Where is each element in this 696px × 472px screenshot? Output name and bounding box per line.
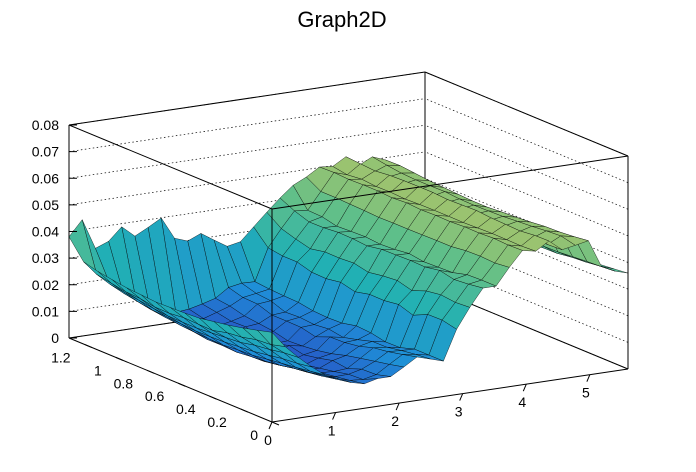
x-tick-mark-3 (459, 393, 464, 401)
z-tick-label-7: 0.07 (32, 144, 59, 160)
z-tick-label-1: 0.01 (32, 303, 59, 319)
y-tick-label-5: 1 (94, 362, 102, 378)
x-tick-mark-4 (522, 383, 527, 392)
grid-line-side-z-2 (424, 231, 629, 317)
y-tick-label-4: 0.8 (114, 375, 134, 391)
surface-plot (68, 156, 629, 385)
x-tick-label-0: 0 (264, 432, 272, 448)
z-tick-label-2: 0.02 (32, 277, 59, 293)
x-tick-label-5: 5 (582, 385, 590, 401)
y-tick-mark-0 (271, 421, 280, 426)
z-tick-label-3: 0.03 (32, 250, 59, 266)
y-tick-label-6: 1.2 (51, 350, 71, 366)
y-tick-mark-5 (115, 356, 124, 361)
y-tick-label-0: 0 (250, 427, 258, 443)
y-tick-mark-2 (209, 395, 217, 400)
z-tick-label-6: 0.06 (32, 170, 59, 186)
z-tick-label-5: 0.05 (32, 197, 59, 213)
x-tick-mark-5 (586, 374, 591, 382)
grid-line-side-z-5 (424, 151, 629, 237)
axis-line-y (68, 337, 273, 423)
box-edge-right-top (424, 71, 629, 157)
axis-box-front (68, 124, 629, 423)
axis-line-x (271, 368, 629, 423)
z-tick-label-8: 0.08 (32, 117, 59, 133)
z-tick-label-0: 0 (51, 330, 59, 346)
y-tick-mark-1 (240, 408, 248, 413)
box-edge-back-top (68, 71, 426, 126)
grid-line-side-z-6 (424, 124, 629, 210)
axis-ticks: 0 1 2 3 4 5 0 0.2 0.4 0.6 0.8 1 1.2 0 0.01 0.02 0.03 0.04… (32, 117, 591, 448)
y-tick-label-3: 0.6 (145, 388, 165, 404)
chart-title: Graph2D (297, 7, 386, 32)
x-tick-mark-0 (268, 421, 273, 430)
grid-line-side-z-4 (424, 178, 629, 263)
grid-line-side-z-1 (424, 258, 629, 343)
y-tick-mark-4 (146, 369, 155, 374)
z-tick-label-4: 0.04 (32, 224, 59, 240)
x-tick-label-1: 1 (328, 423, 336, 439)
surface-facet-377 (256, 329, 286, 347)
box-edge-front-top-left (68, 124, 273, 210)
y-tick-mark-6 (84, 344, 92, 348)
x-tick-mark-1 (332, 412, 337, 420)
surface-facet-351 (600, 265, 629, 274)
grid-line-side-z-3 (424, 204, 629, 290)
box-edge-front-top (271, 155, 629, 210)
grid-line-back-z-7 (68, 98, 426, 152)
y-tick-mark-3 (178, 382, 186, 387)
grid-line-side-z-7 (424, 98, 629, 183)
y-tick-label-1: 0.2 (207, 414, 227, 430)
x-tick-label-3: 3 (455, 404, 463, 420)
x-tick-label-4: 4 (518, 394, 526, 410)
x-tick-mark-2 (395, 402, 400, 411)
x-tick-label-2: 2 (391, 413, 399, 429)
y-tick-label-2: 0.4 (176, 401, 196, 417)
